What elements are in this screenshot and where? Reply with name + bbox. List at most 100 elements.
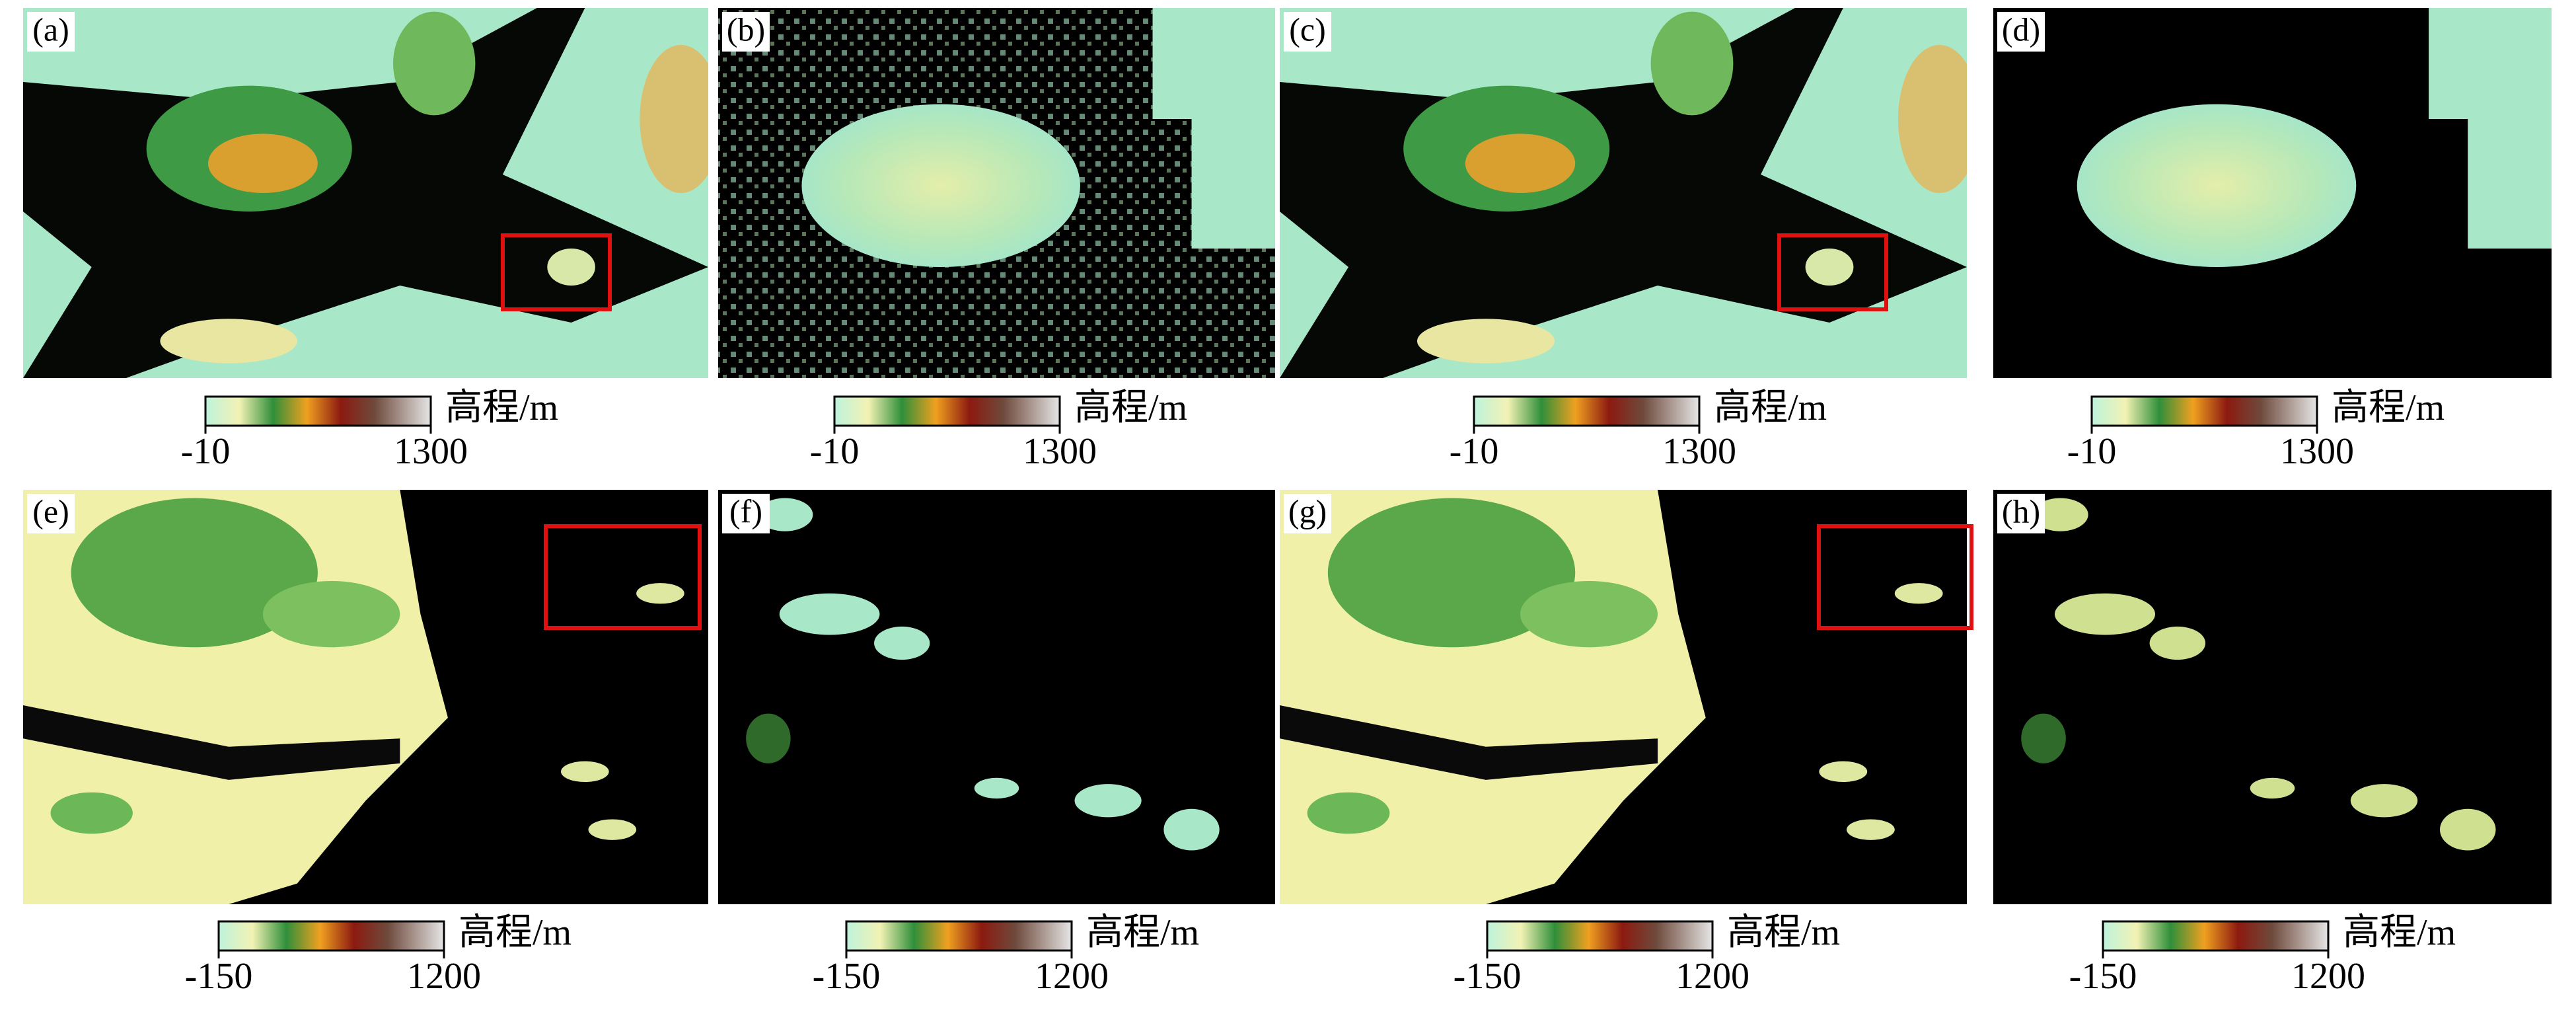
- label-bg: [1997, 12, 2045, 52]
- mountain: [71, 498, 318, 648]
- colorbar-unit: 高程/m: [2343, 912, 2456, 953]
- colorbar-max: 1200: [2291, 956, 2365, 997]
- land: [1191, 119, 1275, 249]
- patch: [2149, 626, 2206, 660]
- map-content: [718, 8, 1275, 378]
- mountain: [1327, 498, 1576, 648]
- map: [1993, 8, 2552, 378]
- patch: [757, 498, 813, 531]
- map-content: [1993, 490, 2552, 904]
- colorbar-max: 1300: [2280, 431, 2354, 472]
- colorbar: [845, 920, 1073, 952]
- mountain: [262, 580, 400, 648]
- map: [23, 490, 708, 904]
- land: [2429, 8, 2552, 119]
- colorbar-max: 1300: [1662, 431, 1736, 472]
- panel-label: (d): [2002, 11, 2040, 48]
- zoom-box: [544, 524, 702, 630]
- panel-label: (f): [729, 492, 762, 529]
- label-bg: [1284, 12, 1331, 52]
- mountain: [207, 134, 318, 193]
- patch: [1163, 808, 1220, 851]
- label-bg: [27, 494, 75, 533]
- colorbar-unit: 高程/m: [2332, 387, 2445, 428]
- colorbar: [1486, 920, 1714, 952]
- river: [1280, 705, 1658, 780]
- colorbar: [217, 920, 445, 952]
- mountain: [640, 45, 708, 193]
- land: [2468, 119, 2552, 249]
- mountain: [1417, 319, 1555, 364]
- panel-label: (a): [32, 11, 69, 48]
- colorbar-max: 1200: [1675, 956, 1749, 997]
- label-bg: [722, 494, 770, 533]
- hill: [801, 104, 1080, 267]
- colorbar-min: -10: [1450, 431, 1499, 472]
- panel-label: (e): [32, 492, 69, 529]
- colorbar-min: -150: [813, 956, 881, 997]
- colorbar-min: -10: [181, 431, 231, 472]
- colorbar-max: 1300: [394, 431, 468, 472]
- colorbar-min: -10: [810, 431, 860, 472]
- map: [23, 8, 708, 378]
- patch: [2250, 777, 2295, 799]
- panel-label: (g): [1288, 492, 1327, 529]
- colorbar-max: 1300: [1023, 431, 1097, 472]
- patch: [2032, 498, 2088, 531]
- map-content: [1993, 8, 2552, 378]
- colorbar-unit: 高程/m: [1086, 912, 1199, 953]
- patch: [561, 761, 609, 783]
- mountain: [1898, 45, 1967, 193]
- map: [1993, 490, 2552, 904]
- panel-label: (h): [2002, 492, 2040, 529]
- patch: [1074, 784, 1142, 818]
- zoom-box: [1817, 524, 1973, 630]
- map-content: [23, 490, 708, 904]
- colorbar: [204, 395, 432, 427]
- map-content: [23, 8, 708, 378]
- patch: [588, 819, 637, 840]
- panel-label: (c): [1289, 11, 1326, 48]
- zoom-box: [501, 233, 612, 311]
- patch: [2054, 593, 2156, 635]
- river: [23, 705, 400, 780]
- map: [718, 8, 1275, 378]
- map: [1280, 8, 1967, 378]
- patch: [2350, 784, 2418, 818]
- label-bg: [27, 12, 75, 52]
- colorbar-min: -10: [2067, 431, 2117, 472]
- patch: [1894, 583, 1943, 604]
- map-content: [718, 490, 1275, 904]
- colorbar-min: -150: [1454, 956, 1522, 997]
- hill: [547, 249, 595, 286]
- hill: [1805, 249, 1854, 286]
- land: [1152, 8, 1275, 119]
- hill: [2077, 104, 2357, 267]
- colorbar-unit: 高程/m: [1727, 912, 1840, 953]
- colorbar: [2090, 395, 2318, 427]
- label-bg: [722, 12, 770, 52]
- mountain: [1307, 792, 1390, 834]
- label-bg: [1997, 494, 2045, 533]
- colorbar-min: -150: [185, 956, 253, 997]
- panel-label: (b): [727, 11, 765, 48]
- map: [1280, 490, 1967, 904]
- colorbar-max: 1200: [407, 956, 481, 997]
- patch: [974, 777, 1019, 799]
- colorbar: [1473, 395, 1701, 427]
- patch: [636, 583, 684, 604]
- zoom-box: [1777, 233, 1888, 311]
- colorbar-unit: 高程/m: [1074, 387, 1187, 428]
- mountain: [392, 11, 476, 116]
- patch: [1847, 819, 1895, 840]
- mountain: [1650, 11, 1734, 116]
- map-content: [1280, 490, 1967, 904]
- colorbar-unit: 高程/m: [445, 387, 558, 428]
- mountain: [160, 319, 297, 364]
- colorbar: [833, 395, 1061, 427]
- colorbar-min: -150: [2069, 956, 2137, 997]
- patch: [2021, 713, 2066, 763]
- colorbar-max: 1200: [1035, 956, 1109, 997]
